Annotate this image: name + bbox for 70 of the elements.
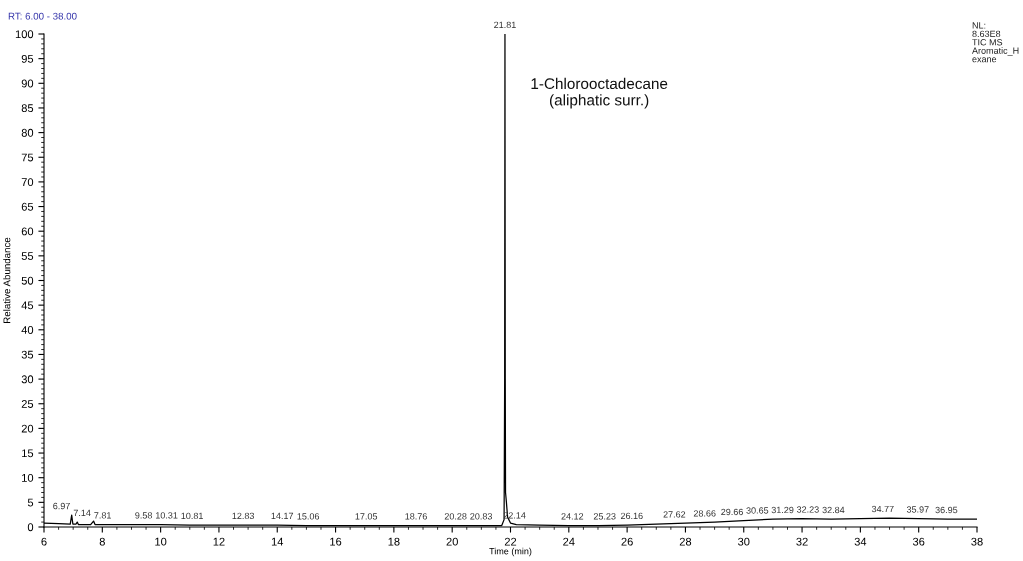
x-tick-label: 14 — [271, 537, 284, 546]
x-tick-label: 12 — [213, 537, 225, 546]
annotation: 10.31 — [155, 512, 178, 519]
y-tick-label: 0 — [27, 523, 34, 532]
x-tick-label: 30 — [737, 537, 750, 546]
y-tick-label: 60 — [21, 227, 34, 236]
annotation: 28.66 — [693, 510, 716, 517]
annotation: 29.66 — [721, 508, 743, 516]
annotation: 34.77 — [871, 505, 894, 513]
x-tick-label: 8 — [99, 537, 105, 546]
annotation: 10.81 — [181, 512, 203, 520]
y-tick-label: 80 — [21, 128, 34, 137]
y-tick-label: 20 — [21, 424, 34, 433]
y-tick-label: 25 — [21, 400, 34, 408]
y-tick-label: 35 — [21, 350, 34, 359]
x-tick-label: 28 — [679, 537, 692, 546]
y-tick-label: 30 — [21, 375, 34, 384]
annotation: 27.62 — [663, 511, 686, 518]
annotation: NL: 8.63E8 TIC MS Aromatic_H exane — [972, 22, 1019, 63]
annotation: 35.97 — [906, 506, 929, 513]
annotation: 7.81 — [94, 512, 111, 519]
x-tick-label: 36 — [912, 537, 925, 546]
annotation: 18.76 — [405, 513, 427, 520]
y-tick-label: 85 — [21, 104, 34, 113]
x-axis-title: Time (min) — [489, 547, 532, 557]
annotation: 17.05 — [355, 513, 378, 520]
x-tick-label: 16 — [330, 537, 342, 546]
annotation: 12.83 — [232, 512, 255, 520]
annotation: 21.81 — [494, 21, 516, 29]
y-tick-label: 65 — [21, 202, 34, 211]
annotation: 32.23 — [796, 506, 819, 513]
annotation: 30.65 — [746, 507, 769, 514]
y-tick-label: 40 — [21, 326, 34, 334]
annotation: 9.58 — [135, 512, 152, 519]
annotation: 25.23 — [593, 513, 616, 520]
y-tick-label: 50 — [21, 276, 34, 285]
x-tick-label: 26 — [621, 537, 633, 546]
annotation: 15.06 — [297, 513, 320, 520]
x-tick-label: 24 — [563, 537, 575, 546]
annotation: 31.29 — [771, 506, 794, 514]
y-tick-label: 55 — [21, 252, 34, 260]
y-tick-label: 100 — [15, 30, 34, 39]
annotation: 20.28 — [444, 513, 467, 520]
x-tick-label: 10 — [155, 537, 167, 546]
y-tick-label: 15 — [22, 449, 34, 458]
annotation: 20.83 — [470, 513, 493, 520]
annotation: 14.17 — [271, 512, 294, 519]
annotation: 7.14 — [73, 509, 91, 517]
y-tick-label: 90 — [21, 79, 34, 88]
x-tick-label: 18 — [388, 537, 400, 546]
y-tick-label: 70 — [21, 178, 34, 187]
annotation: 1-Chlorooctadecane (aliphatic surr.) — [531, 77, 668, 109]
y-tick-label: 5 — [27, 498, 34, 507]
y-tick-label: 45 — [21, 301, 34, 310]
y-tick-label: 75 — [21, 153, 34, 162]
annotation: 36.95 — [935, 506, 958, 514]
x-tick-label: 20 — [446, 537, 458, 546]
annotation: 26.16 — [620, 512, 643, 520]
annotation: 6.97 — [53, 502, 70, 510]
text: RT: 6.00 - 38.00 — [8, 12, 77, 20]
annotation: 32.84 — [822, 506, 845, 514]
x-tick-label: 22 — [504, 537, 517, 546]
x-tick-label: 38 — [971, 537, 983, 546]
y-axis-title: Relative Abundance — [3, 237, 11, 323]
x-tick-label: 6 — [41, 537, 47, 546]
y-tick-label: 10 — [22, 473, 34, 482]
x-tick-label: 34 — [854, 537, 867, 546]
y-tick-label: 95 — [21, 54, 34, 63]
annotation: 24.12 — [561, 513, 584, 520]
x-tick-label: 32 — [796, 537, 808, 546]
